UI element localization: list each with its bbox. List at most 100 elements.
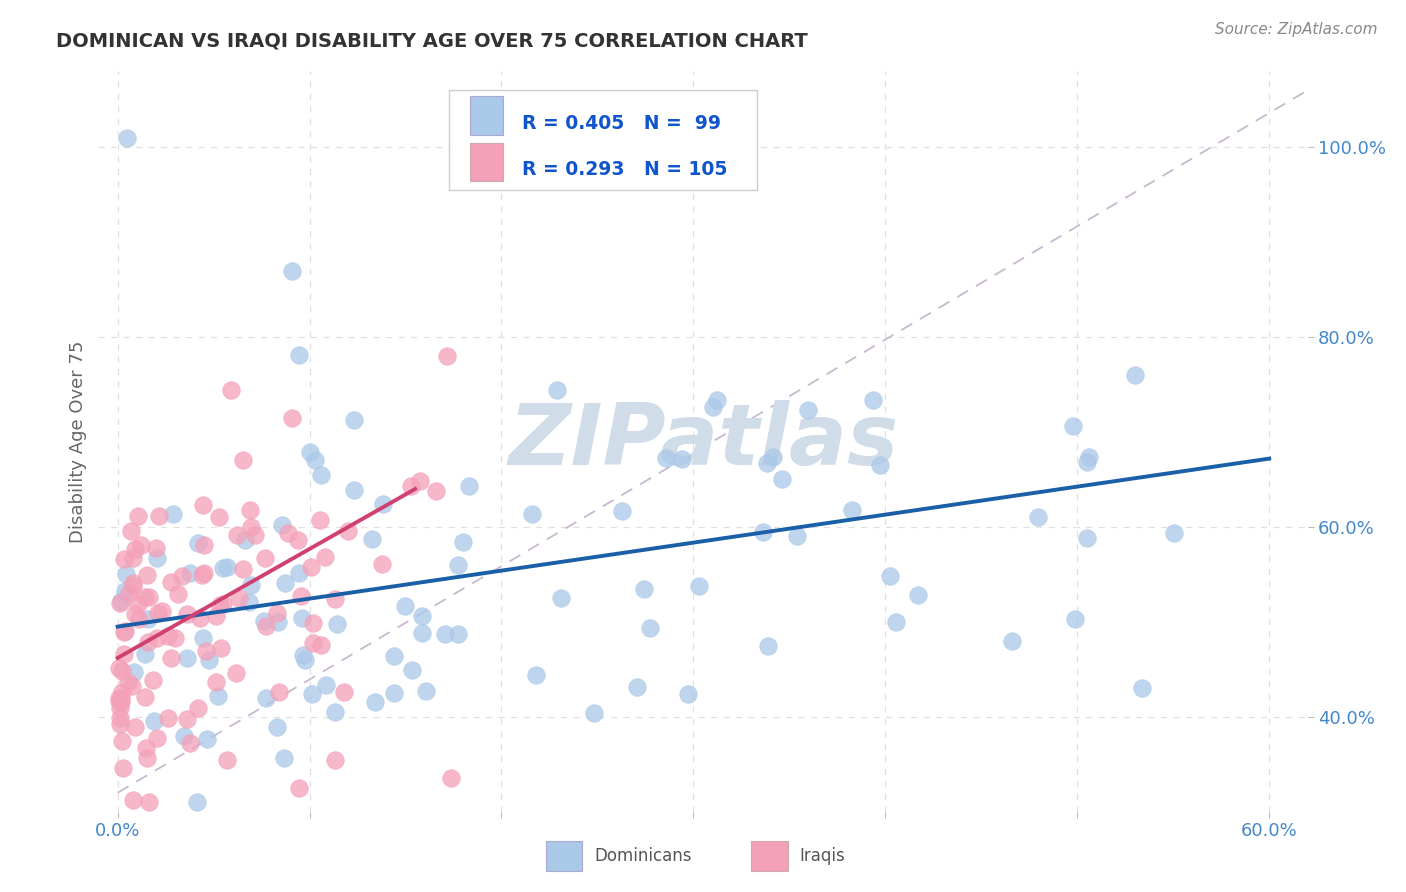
Point: [266, 607, 288, 621]
Point: [702, 400, 724, 414]
Point: [364, 695, 387, 709]
Point: [162, 508, 184, 522]
Point: [231, 561, 253, 575]
Point: [209, 598, 232, 612]
Point: [315, 678, 337, 692]
Point: [371, 557, 394, 571]
Point: [287, 566, 309, 581]
Point: [120, 524, 142, 538]
Point: [841, 503, 863, 517]
Point: [108, 701, 131, 715]
Point: [129, 538, 152, 552]
Point: [267, 615, 290, 630]
Point: [1078, 450, 1101, 464]
Point: [626, 680, 648, 694]
Point: [172, 569, 194, 583]
Point: [207, 690, 229, 704]
Point: [111, 664, 134, 678]
Point: [194, 644, 217, 658]
Text: R = 0.405   N =  99: R = 0.405 N = 99: [522, 113, 721, 133]
Point: [136, 612, 159, 626]
Point: [135, 751, 157, 765]
Point: [273, 575, 295, 590]
Point: [204, 675, 226, 690]
Point: [145, 551, 167, 566]
Point: [128, 612, 150, 626]
Point: [157, 628, 180, 642]
Point: [160, 650, 183, 665]
Point: [240, 578, 263, 592]
Point: [212, 561, 235, 575]
Point: [239, 502, 262, 516]
Point: [221, 383, 243, 397]
Point: [150, 604, 173, 618]
Point: [238, 595, 260, 609]
FancyBboxPatch shape: [470, 143, 503, 181]
Point: [291, 610, 314, 624]
Point: [111, 685, 134, 699]
Point: [273, 751, 295, 765]
Point: [124, 607, 146, 622]
Point: [415, 684, 437, 698]
Point: [121, 575, 143, 590]
Point: [110, 594, 132, 608]
Point: [186, 795, 208, 809]
Point: [546, 383, 568, 397]
Point: [253, 615, 276, 629]
Point: [114, 624, 136, 638]
Point: [797, 402, 820, 417]
Point: [136, 635, 159, 649]
Point: [266, 720, 288, 734]
Point: [288, 780, 311, 795]
Point: [309, 467, 332, 482]
Point: [361, 532, 384, 546]
Text: Source: ZipAtlas.com: Source: ZipAtlas.com: [1215, 22, 1378, 37]
Point: [193, 566, 215, 581]
Point: [110, 695, 132, 709]
Point: [198, 653, 221, 667]
Point: [1001, 633, 1024, 648]
Point: [290, 589, 312, 603]
Point: [233, 533, 256, 547]
Text: Iraqis: Iraqis: [800, 847, 845, 865]
FancyBboxPatch shape: [449, 90, 758, 190]
Point: [115, 567, 138, 582]
Point: [384, 685, 406, 699]
Point: [122, 665, 145, 679]
Point: [208, 510, 231, 524]
Point: [195, 731, 218, 746]
Point: [146, 631, 169, 645]
Point: [301, 687, 323, 701]
Point: [425, 484, 447, 499]
Point: [343, 413, 366, 427]
Point: [287, 533, 309, 547]
Point: [160, 574, 183, 589]
Point: [325, 616, 347, 631]
Point: [134, 590, 156, 604]
Point: [612, 504, 634, 518]
Point: [256, 619, 278, 633]
Point: [191, 631, 214, 645]
Point: [309, 638, 332, 652]
Text: ZIPatlas: ZIPatlas: [508, 400, 898, 483]
FancyBboxPatch shape: [751, 841, 787, 871]
Point: [654, 451, 676, 466]
Point: [1076, 455, 1098, 469]
Point: [1163, 525, 1185, 540]
Point: [761, 450, 783, 464]
Point: [108, 660, 131, 674]
Point: [134, 690, 156, 704]
Point: [301, 615, 323, 630]
Point: [323, 752, 346, 766]
Point: [138, 795, 160, 809]
Point: [146, 731, 169, 745]
Point: [434, 627, 457, 641]
FancyBboxPatch shape: [546, 841, 582, 871]
Point: [187, 536, 209, 550]
Point: [142, 673, 165, 687]
Text: DOMINICAN VS IRAQI DISABILITY AGE OVER 75 CORRELATION CHART: DOMINICAN VS IRAQI DISABILITY AGE OVER 7…: [56, 31, 808, 50]
Point: [191, 568, 214, 582]
Point: [121, 679, 143, 693]
Point: [879, 569, 901, 583]
Point: [111, 733, 134, 747]
